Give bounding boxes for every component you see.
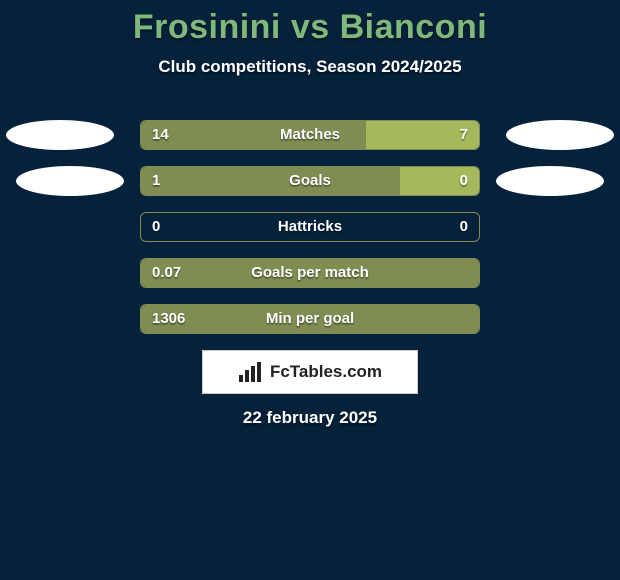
date-label: 22 february 2025 (0, 408, 620, 428)
stat-value-right: 7 (460, 120, 468, 150)
team-badge-placeholder (6, 120, 114, 150)
barchart-icon (238, 361, 264, 383)
team-badge-placeholder (16, 166, 124, 196)
stat-label: Goals (140, 166, 480, 196)
stat-label: Matches (140, 120, 480, 150)
stat-label: Min per goal (140, 304, 480, 334)
comparison-card: Frosinini vs Bianconi Club competitions,… (0, 0, 620, 580)
stat-rows: 14 Matches 7 1 Goals 0 0 Hattricks 0 (0, 120, 620, 350)
stat-row: 1306 Min per goal (0, 304, 620, 334)
page-title: Frosinini vs Bianconi (0, 0, 620, 47)
brand-label: FcTables.com (270, 362, 382, 382)
team-badge-placeholder (506, 120, 614, 150)
brand-box[interactable]: FcTables.com (202, 350, 418, 394)
stat-row: 1 Goals 0 (0, 166, 620, 196)
stat-value-right: 0 (460, 166, 468, 196)
stat-label: Goals per match (140, 258, 480, 288)
team-badge-placeholder (496, 166, 604, 196)
stat-row: 0 Hattricks 0 (0, 212, 620, 242)
stat-row: 14 Matches 7 (0, 120, 620, 150)
stat-row: 0.07 Goals per match (0, 258, 620, 288)
subtitle: Club competitions, Season 2024/2025 (0, 57, 620, 77)
stat-label: Hattricks (140, 212, 480, 242)
stat-value-right: 0 (460, 212, 468, 242)
